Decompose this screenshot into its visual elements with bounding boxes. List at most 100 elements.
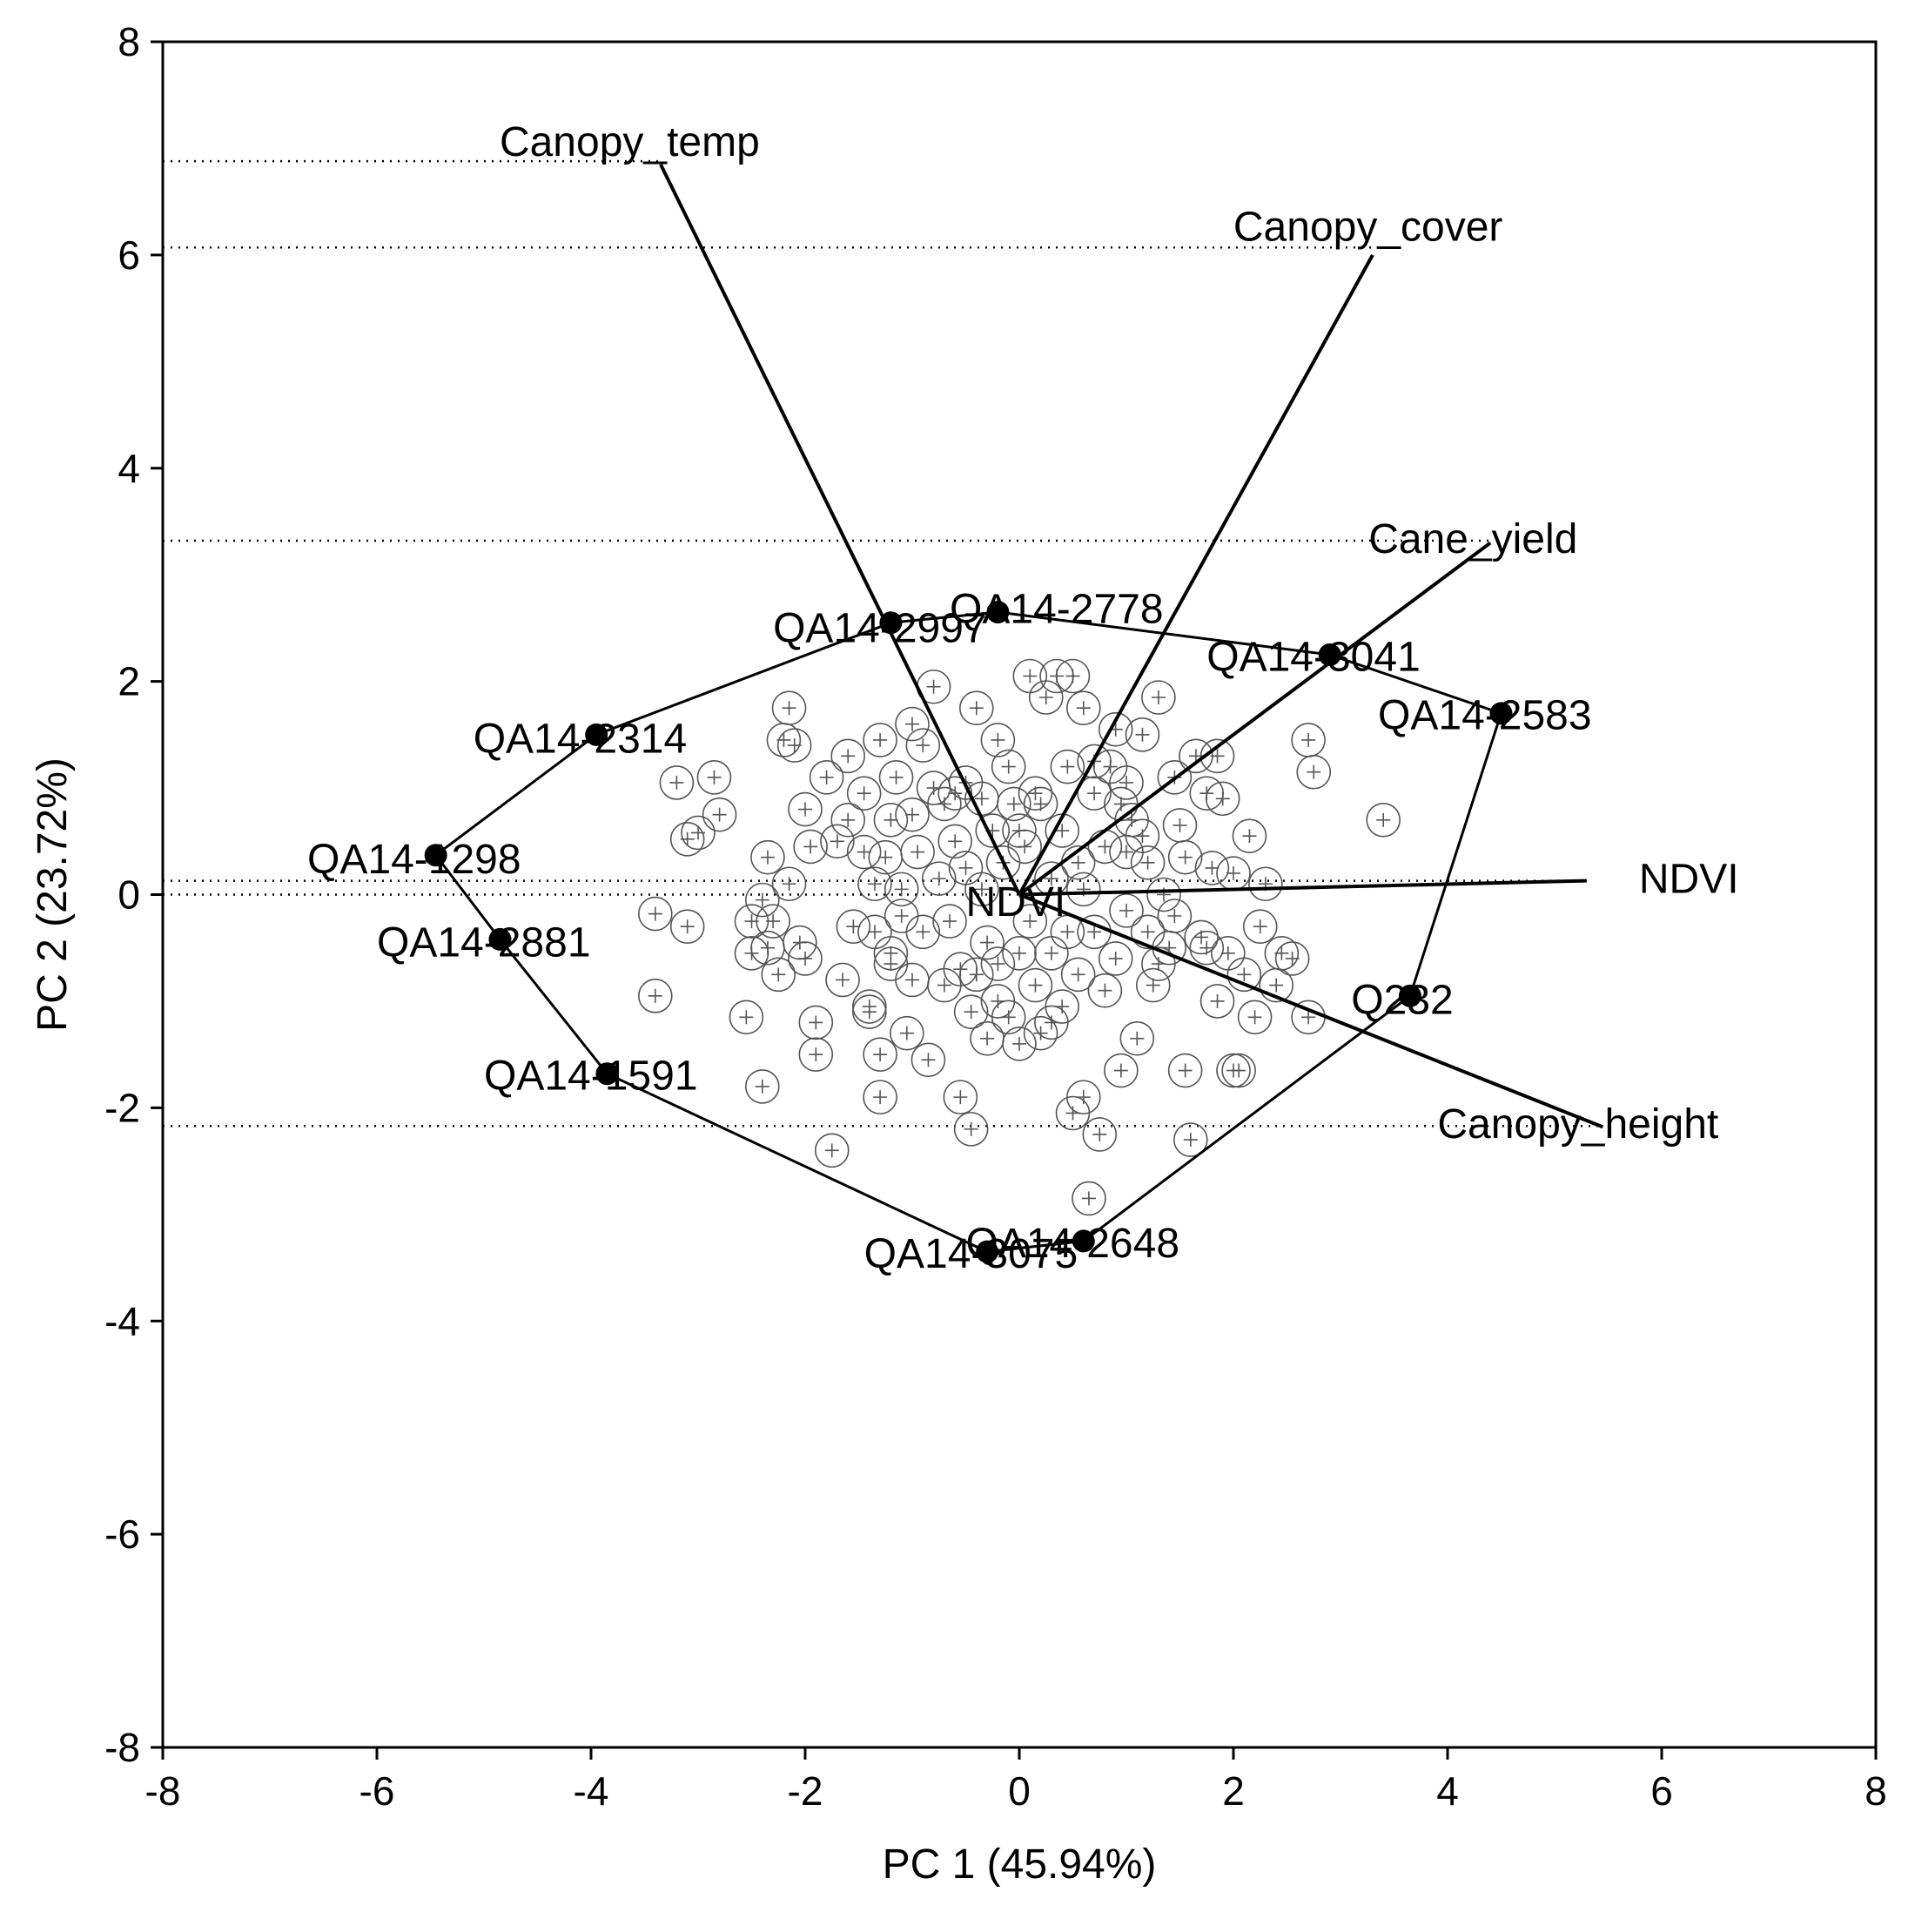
genotype-point (793, 829, 828, 865)
point-circle (953, 994, 989, 1029)
point-circle (1199, 738, 1235, 774)
point-circle (1264, 936, 1300, 971)
point-circle (702, 797, 737, 832)
y-tick-label: 8 (118, 19, 140, 64)
genotype-point (761, 957, 796, 993)
genotype-point (729, 1000, 764, 1035)
point-circle (905, 914, 941, 950)
point-circle (1194, 851, 1230, 885)
genotype-label: QA14-2997 (773, 605, 987, 651)
x-tick-label: -2 (788, 1768, 823, 1814)
point-circle (814, 1133, 850, 1168)
y-tick-label: -6 (104, 1511, 140, 1557)
genotype-point (1237, 1000, 1273, 1035)
genotype-point (1167, 839, 1203, 875)
genotype-point (905, 914, 941, 950)
x-tick-label: 8 (1865, 1768, 1887, 1814)
point-circle (1205, 781, 1240, 817)
genotype-point (932, 904, 967, 939)
genotype-point (868, 839, 904, 875)
genotype-point (1125, 818, 1160, 853)
genotype-point (696, 760, 732, 795)
loading-label: Canopy_temp (500, 119, 760, 165)
point-circle (681, 815, 716, 851)
point-circle (970, 925, 1005, 960)
point-circle (696, 760, 732, 795)
genotype-point (895, 797, 930, 832)
point-circle (1141, 680, 1176, 715)
point-circle (1141, 946, 1176, 981)
point-circle (846, 834, 882, 870)
genotype-point (809, 760, 844, 795)
genotype-point (1002, 813, 1037, 848)
point-circle (1077, 776, 1112, 811)
point-circle (937, 824, 972, 859)
genotype-point (1060, 957, 1096, 993)
genotype-point (953, 994, 989, 1029)
genotype-point (756, 904, 790, 939)
genotype-point (863, 1037, 897, 1072)
point-circle (1060, 957, 1096, 993)
point-circle (1221, 1053, 1256, 1088)
genotype-point (771, 690, 807, 726)
genotype-label: QA14-2583 (1378, 693, 1592, 739)
genotype-point (637, 896, 673, 932)
genotype-label: QA14-2648 (966, 1221, 1180, 1267)
x-tick-label: -8 (145, 1768, 181, 1814)
point-circle (1130, 845, 1166, 880)
genotype-point (884, 899, 919, 933)
x-tick-label: -6 (359, 1768, 395, 1814)
point-circle (857, 866, 892, 902)
point-circle (1119, 1020, 1155, 1056)
genotype-point (702, 797, 737, 832)
y-tick-label: 4 (118, 446, 140, 491)
genotype-label: QA14-2314 (474, 717, 688, 763)
point-circle (729, 1000, 764, 1035)
point-circle (895, 797, 930, 832)
genotype-point (788, 941, 823, 976)
point-circle (825, 962, 860, 998)
genotype-point (788, 791, 823, 827)
loading-vector (1018, 878, 1587, 897)
genotype-point (1034, 1005, 1069, 1040)
point-circle (851, 989, 887, 1024)
loading-reference-lines (163, 159, 1603, 1128)
genotype-point (1135, 967, 1171, 1003)
hull-vertex (488, 927, 512, 951)
loading-label: NDVI (1639, 857, 1739, 903)
point-circle (798, 1037, 834, 1072)
genotype-point (836, 909, 871, 945)
genotype-point (846, 776, 882, 811)
genotype-point (1199, 984, 1235, 1019)
point-circle (1012, 904, 1048, 939)
genotype-point (1087, 973, 1123, 1008)
genotype-point (1002, 1027, 1037, 1061)
y-tick-label: -8 (104, 1725, 140, 1770)
hull-vertex (879, 611, 903, 635)
point-circle (959, 690, 994, 726)
y-tick-label: -4 (104, 1298, 140, 1343)
genotype-label: QA14-3041 (1206, 634, 1421, 680)
genotype-point (980, 946, 1016, 981)
point-circle (1135, 967, 1171, 1003)
genotype-point (1146, 877, 1181, 912)
genotype-point (1082, 1117, 1118, 1152)
genotype-point (1018, 967, 1053, 1003)
genotype-label: QA14-1298 (307, 837, 521, 883)
point-circle (997, 786, 1031, 822)
genotype-point (863, 723, 897, 757)
point-circle (959, 957, 994, 993)
point-circle (659, 765, 695, 800)
point-circle (1125, 717, 1160, 752)
point-circle (1018, 967, 1053, 1003)
point-circle (1098, 711, 1133, 747)
genotype-point (1066, 690, 1101, 726)
genotype-point (1194, 851, 1230, 885)
genotype-point (884, 872, 919, 907)
genotype-point (1028, 680, 1064, 715)
genotype-point (1296, 754, 1332, 790)
genotype-point (669, 909, 705, 945)
point-circle (1173, 1122, 1208, 1157)
hull-vertex (1318, 643, 1341, 667)
